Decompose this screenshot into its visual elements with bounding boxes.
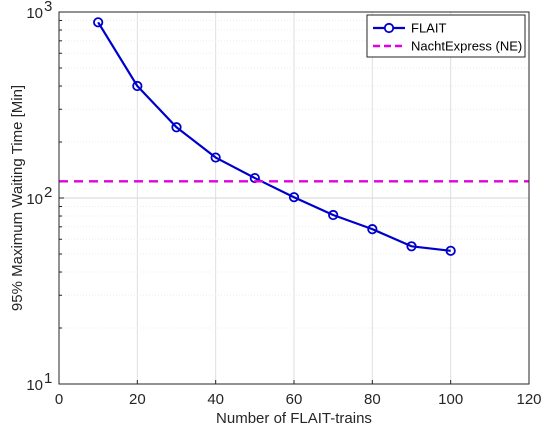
x-tick-label: 80 <box>364 391 381 408</box>
data-point <box>328 209 339 221</box>
y-tick-label: 10 <box>26 5 43 22</box>
x-tick-label: 60 <box>286 391 303 408</box>
data-point <box>406 241 417 252</box>
x-tick-label: 100 <box>438 391 463 408</box>
legend-label: FLAIT <box>411 21 446 36</box>
y-tick-label: 10 <box>26 191 43 208</box>
series-line <box>97 21 451 252</box>
series-1 <box>93 17 456 256</box>
data-point <box>93 17 104 28</box>
legend: FLAIT NachtExpress (NE) <box>366 14 526 58</box>
data-point <box>171 122 182 133</box>
series-layer <box>59 17 529 256</box>
data-point <box>288 192 300 203</box>
legend-label: NachtExpress (NE) <box>411 39 522 54</box>
data-point <box>210 152 221 163</box>
y-tick-exponent: 1 <box>44 370 52 387</box>
x-tick-label: 0 <box>55 391 63 408</box>
y-tick-label: 10 <box>26 377 43 394</box>
x-tick-label: 20 <box>129 391 146 408</box>
y-axis-label: 95% Maximum Waiting Time [Min] <box>9 85 26 311</box>
data-point <box>367 224 378 235</box>
data-point <box>445 245 456 256</box>
x-axis-label: Number of FLAIT-trains <box>216 410 372 427</box>
legend-marker <box>383 22 395 34</box>
x-tick-label: 120 <box>516 391 541 408</box>
x-tick-label: 40 <box>207 391 224 408</box>
y-tick-exponent: 2 <box>44 184 52 201</box>
data-point <box>132 80 143 92</box>
y-tick-exponent: 3 <box>44 0 52 15</box>
legend-box <box>366 14 526 58</box>
